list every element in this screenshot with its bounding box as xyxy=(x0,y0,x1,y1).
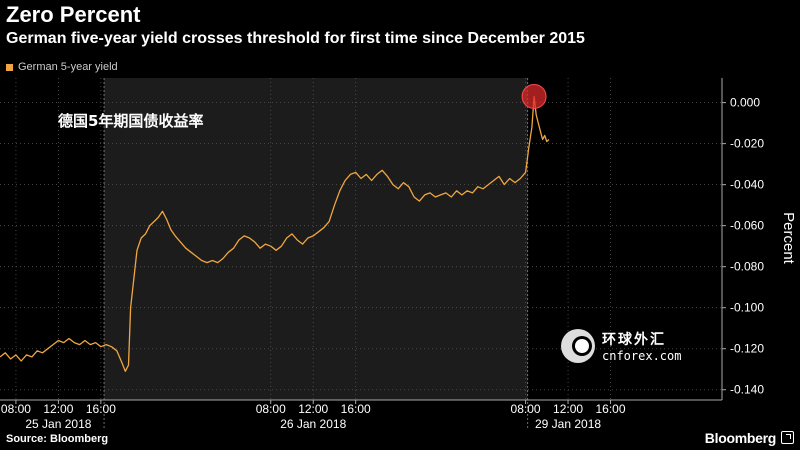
y-tick-label: 0.000 xyxy=(730,96,760,110)
chinese-annotation: 德国5年期国债收益率 xyxy=(58,112,204,130)
source-note: Source: Bloomberg xyxy=(6,433,109,445)
watermark-cn-text: 环球外汇 xyxy=(602,332,666,348)
y-tick-label: -0.080 xyxy=(730,260,764,274)
legend: German 5-year yield xyxy=(6,61,118,73)
y-tick-label: -0.140 xyxy=(730,383,764,397)
bloomberg-logo-text: Bloomberg xyxy=(704,430,777,446)
x-tick-label: 08:00 xyxy=(1,402,31,416)
x-tick-label: 08:00 xyxy=(256,402,286,416)
bloomberg-logo-icon xyxy=(781,431,794,444)
series-line-german-5yr xyxy=(0,95,550,372)
watermark-logo-icon xyxy=(558,326,598,366)
x-tick-label: 12:00 xyxy=(43,402,73,416)
y-axis-label: Percent xyxy=(780,212,797,265)
day-label: 26 Jan 2018 xyxy=(280,417,346,431)
y-tick-label: -0.120 xyxy=(730,342,764,356)
legend-label: German 5-year yield xyxy=(18,61,118,73)
day-label: 29 Jan 2018 xyxy=(535,417,601,431)
chart-title: Zero Percent xyxy=(6,2,141,27)
y-tick-label: -0.020 xyxy=(730,137,764,151)
x-tick-label: 16:00 xyxy=(86,402,116,416)
x-tick-label: 16:00 xyxy=(341,402,371,416)
x-tick-label: 12:00 xyxy=(298,402,328,416)
y-tick-label: -0.040 xyxy=(730,178,764,192)
watermark: 环球外汇 cnforex.com xyxy=(558,326,681,366)
chart-subtitle: German five-year yield crosses threshold… xyxy=(6,30,585,47)
watermark-en-text: cnforex.com xyxy=(602,349,682,363)
y-tick-label: -0.060 xyxy=(730,219,764,233)
x-tick-label: 08:00 xyxy=(511,402,541,416)
x-tick-label: 16:00 xyxy=(595,402,625,416)
x-tick-label: 12:00 xyxy=(553,402,583,416)
legend-swatch xyxy=(6,63,13,71)
day-label: 25 Jan 2018 xyxy=(25,417,91,431)
y-tick-label: -0.100 xyxy=(730,301,764,315)
highlight-circle xyxy=(521,83,547,109)
shaded-day-region xyxy=(104,78,528,400)
